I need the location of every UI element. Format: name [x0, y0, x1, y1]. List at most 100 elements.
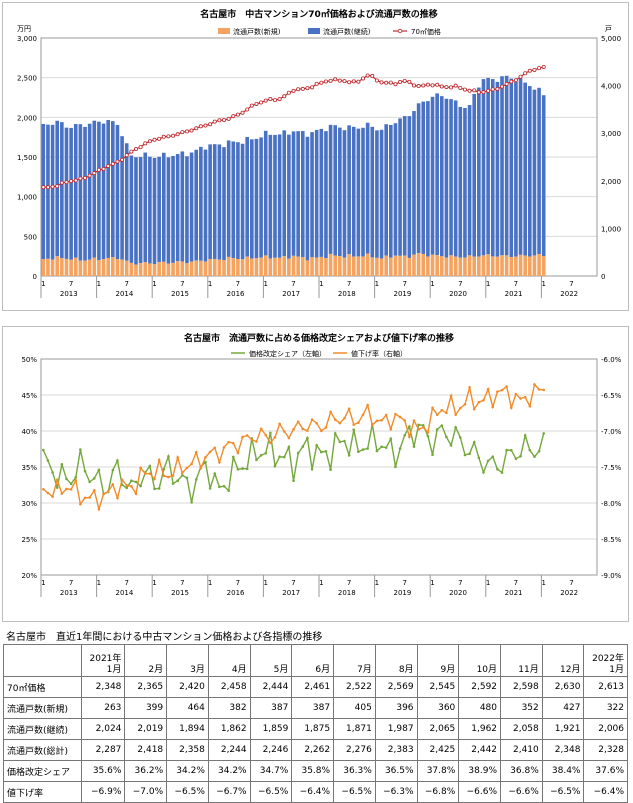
rate-point — [352, 423, 356, 426]
share-point — [315, 443, 318, 447]
bar-continuing — [189, 152, 194, 262]
bar-new — [236, 258, 240, 276]
bar-continuing — [412, 111, 416, 255]
bar-continuing — [171, 155, 175, 263]
bar-new — [240, 259, 245, 276]
right-tick-label: 3,000 — [601, 130, 621, 138]
row-label: 価格改定シェア — [3, 760, 82, 782]
bar-continuing — [236, 142, 240, 259]
rate-point — [486, 387, 490, 391]
table-cell: −6.4% — [583, 781, 628, 803]
table-cell: 2,418 — [124, 739, 168, 761]
share-point — [148, 464, 152, 468]
bar-continuing — [324, 131, 328, 259]
rate-point — [218, 460, 221, 464]
bar-new — [375, 257, 379, 276]
column-header: 7月 — [333, 644, 376, 677]
bar-new — [64, 258, 69, 276]
left-tick-label: 0 — [33, 273, 37, 281]
bar-continuing — [106, 120, 110, 258]
share-point — [472, 440, 476, 444]
table-cell: 2,630 — [541, 676, 585, 698]
share-point — [167, 455, 170, 458]
price-point — [231, 114, 236, 119]
column-header: 11月 — [500, 644, 543, 677]
table-cell: 1,875 — [291, 718, 335, 740]
month-label: 1 — [263, 579, 267, 587]
bar-new — [259, 257, 263, 276]
bar-new — [472, 256, 477, 276]
share-point — [301, 445, 305, 448]
table-cell: −6.5% — [166, 781, 209, 803]
bar-continuing — [273, 134, 277, 258]
bar-new — [435, 255, 439, 276]
share-point — [537, 449, 541, 453]
rate-point — [176, 456, 179, 459]
bar-new — [333, 255, 338, 276]
share-point — [139, 484, 142, 488]
price-supply-chart-panel: 名古屋市 中古マンション70㎡価格および流通戸数の推移 0 500 1,000 1,50… — [2, 2, 629, 311]
rate-point — [102, 492, 105, 496]
rate-point — [528, 404, 532, 408]
table-cell: 1,862 — [207, 718, 251, 740]
bar-new — [379, 258, 384, 276]
left-tick-label: 500 — [24, 233, 37, 241]
rate-point — [301, 427, 305, 431]
bar-continuing — [351, 126, 356, 257]
rate-point — [463, 403, 467, 406]
share-point — [218, 485, 221, 489]
bar-new — [222, 260, 226, 276]
rate-point — [338, 421, 342, 425]
share-point — [542, 432, 546, 435]
bar-new — [185, 263, 189, 276]
rate-point — [519, 397, 522, 400]
month-label: 1 — [486, 280, 490, 288]
bar-continuing — [87, 123, 92, 260]
share-point — [514, 457, 518, 461]
bar-continuing — [449, 99, 453, 256]
table-cell: 2,522 — [333, 676, 376, 698]
rate-point — [157, 458, 161, 462]
year-label: 2019 — [393, 589, 411, 597]
bar-new — [509, 257, 514, 276]
bar-continuing — [495, 81, 500, 257]
bar-continuing — [444, 98, 449, 258]
table-cell: 480 — [458, 697, 502, 719]
share-point — [269, 431, 272, 435]
bar-new — [250, 258, 254, 276]
left-tick-label: 40% — [21, 428, 37, 436]
share-point — [459, 436, 462, 439]
year-label: 2018 — [338, 589, 356, 597]
share-point — [421, 423, 425, 427]
bar-continuing — [467, 105, 472, 256]
price-point — [249, 103, 254, 108]
bar-continuing — [402, 116, 407, 256]
left-tick-label: 50% — [21, 356, 37, 364]
rate-point — [116, 496, 119, 500]
bar-continuing — [166, 157, 171, 264]
price-point — [291, 88, 296, 93]
bar-new — [402, 255, 407, 276]
price-point — [319, 80, 324, 85]
bar-continuing — [305, 136, 310, 261]
table-row: 流通戸数(継続) 2,024 2,019 1,894 1,862 1,859 1,875 1,… — [3, 718, 628, 740]
price-point — [495, 86, 500, 91]
year-label: 2021 — [505, 589, 523, 597]
rate-point — [537, 388, 541, 391]
price-point — [129, 149, 134, 154]
price-point — [342, 79, 347, 84]
rate-point — [533, 383, 536, 386]
price-point — [272, 98, 277, 103]
rate-point — [194, 451, 198, 454]
bar-new — [268, 258, 273, 276]
price-point — [537, 66, 542, 71]
bar-continuing — [407, 116, 412, 258]
share-point — [227, 489, 230, 492]
table-cell: 38.4% — [541, 760, 585, 782]
bar-continuing — [64, 127, 69, 259]
month-label: 7 — [291, 579, 295, 587]
share-point — [231, 455, 235, 459]
bar-continuing — [532, 89, 537, 256]
bar-new — [421, 253, 426, 276]
rate-point — [426, 431, 430, 434]
